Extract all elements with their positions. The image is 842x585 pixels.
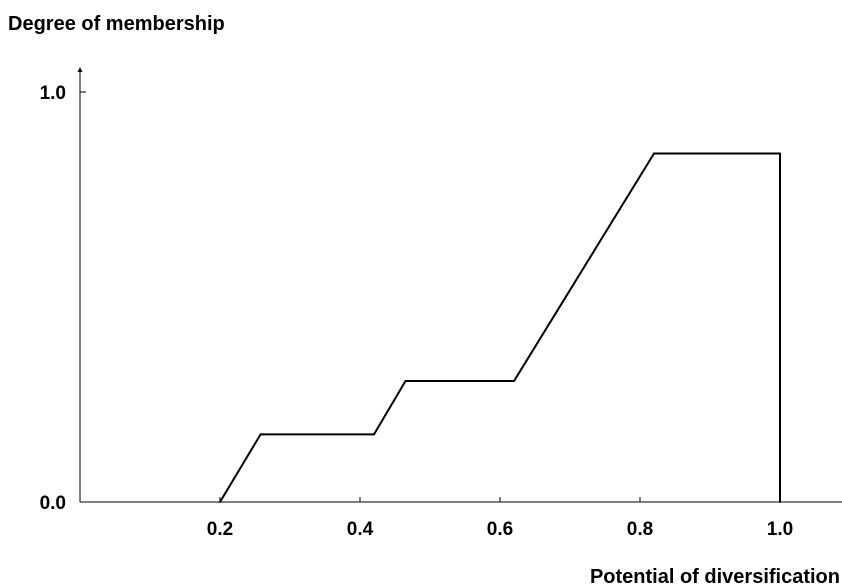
x-tick-label: 0.4	[347, 519, 374, 540]
y-tick-label: 0.0	[40, 493, 66, 514]
axis-ticks: 0.2 0.4 0.6 0.8 1.0 0.0 1.0	[40, 83, 794, 540]
membership-line-segment	[219, 433, 262, 503]
y-tick-label: 1.0	[40, 83, 66, 104]
y-axis-arrowhead	[77, 67, 83, 72]
x-tick-label: 0.6	[487, 519, 513, 540]
membership-line-segment	[513, 152, 655, 383]
axes	[77, 67, 842, 503]
x-tick-label: 1.0	[767, 519, 793, 540]
x-tick-label: 0.8	[627, 519, 653, 540]
x-axis-title: Potential of diversification	[590, 566, 840, 585]
membership-line-segment	[373, 380, 407, 436]
y-axis-title: Degree of membership	[8, 13, 225, 35]
x-tick-label: 0.2	[207, 519, 233, 540]
series-lines	[219, 152, 781, 503]
